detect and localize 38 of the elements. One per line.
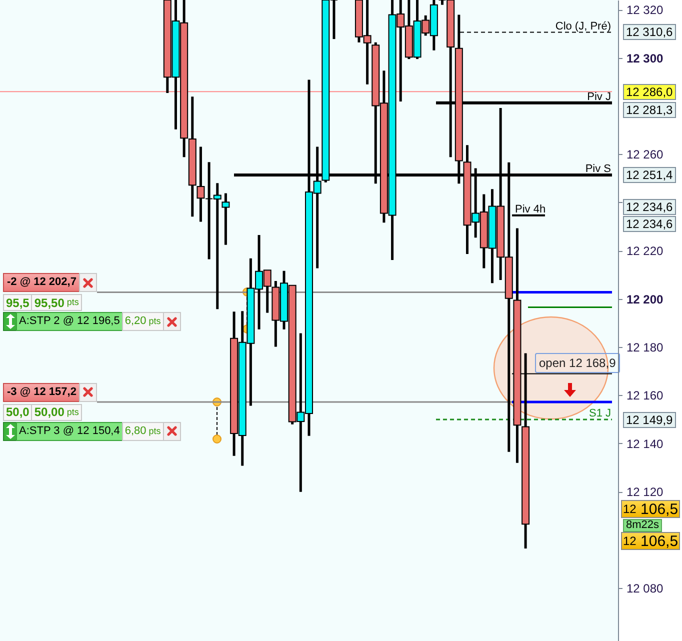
text: 12 310,6 [623, 24, 676, 40]
y-tick-label: 12 260 [626, 148, 664, 162]
text: 12 106,5 [623, 532, 678, 550]
y-tick-label: 12 300 [626, 51, 664, 66]
y-tick-label: 12 220 [626, 244, 664, 258]
ref-line-label: Piv S [585, 162, 611, 175]
candlestick [222, 192, 230, 246]
y-tick-label: 12 140 [626, 436, 664, 451]
annotation: A:STP 3 @ 12 150,4 [16, 422, 123, 441]
annotation: open 12 168,9 [535, 352, 620, 373]
text: 12 149,9 [623, 412, 676, 428]
annotation: 95,5 [3, 294, 32, 312]
y-tick-label: 12 160 [626, 388, 664, 403]
annotation: -2 @ 12 202,7 [3, 273, 80, 292]
text: 12 281,3 [623, 102, 676, 118]
ref-line-label: Clo (J, Pré) [555, 20, 611, 32]
y-tick-label: 12 080 [626, 581, 664, 596]
annotation: -3 @ 12 157,2 [3, 382, 80, 402]
ref-line-label: Piv 4h [515, 203, 546, 216]
ref-line-label: S1 J [588, 408, 611, 420]
text: 12 234,6 [623, 216, 676, 232]
text: 12 234,6 [623, 199, 676, 216]
annotation: 95,50 pts [34, 296, 79, 310]
y-tick-label: 12 320 [626, 3, 664, 18]
y-tick-label: 12 200 [626, 292, 664, 306]
y-tick-label: 12 120 [626, 485, 664, 500]
text: 12 286,0 [623, 84, 676, 100]
annotation: 6,20 pts [124, 315, 161, 328]
candlestick [196, 146, 205, 223]
text: 8m22s [623, 518, 662, 532]
annotation: 50,0 [3, 404, 32, 421]
ref-line-label: Piv J [587, 90, 611, 103]
annotation: 50,00 pts [34, 405, 79, 420]
y-tick-label: 12 180 [626, 340, 664, 355]
annotation: A:STP 2 @ 12 196,5 [16, 312, 123, 332]
text: 12 106,5 [623, 500, 678, 518]
text: 12 251,4 [623, 166, 676, 183]
annotation: 6,80 pts [124, 424, 161, 437]
